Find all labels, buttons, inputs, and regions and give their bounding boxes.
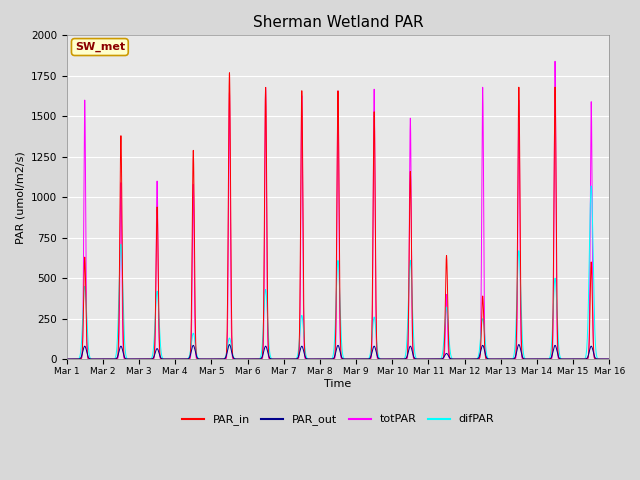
difPAR xyxy=(429,356,437,362)
difPAR xyxy=(460,356,467,362)
PAR_out xyxy=(605,356,612,362)
PAR_in xyxy=(160,356,168,362)
totPAR xyxy=(317,356,325,362)
totPAR xyxy=(160,356,168,362)
PAR_in xyxy=(605,356,613,362)
PAR_out xyxy=(63,356,70,362)
totPAR xyxy=(605,356,613,362)
difPAR xyxy=(588,183,595,189)
PAR_in xyxy=(490,356,498,362)
totPAR xyxy=(429,356,437,362)
Line: difPAR: difPAR xyxy=(67,186,609,359)
Y-axis label: PAR (umol/m2/s): PAR (umol/m2/s) xyxy=(15,151,25,243)
difPAR xyxy=(207,356,215,362)
PAR_in xyxy=(63,356,70,362)
difPAR xyxy=(605,356,612,362)
PAR_out xyxy=(429,356,437,362)
difPAR xyxy=(490,356,498,362)
X-axis label: Time: Time xyxy=(324,379,351,388)
Line: PAR_out: PAR_out xyxy=(67,345,609,359)
PAR_in xyxy=(429,356,437,362)
totPAR xyxy=(460,356,467,362)
totPAR xyxy=(490,356,498,362)
totPAR xyxy=(551,59,559,64)
PAR_out xyxy=(515,342,523,348)
difPAR xyxy=(605,356,613,362)
PAR_out xyxy=(460,356,467,362)
PAR_out xyxy=(605,356,613,362)
difPAR xyxy=(63,356,70,362)
totPAR xyxy=(63,356,70,362)
PAR_in xyxy=(605,356,612,362)
difPAR xyxy=(318,356,326,362)
difPAR xyxy=(160,356,168,362)
PAR_out xyxy=(490,356,498,362)
Text: SW_met: SW_met xyxy=(75,42,125,52)
PAR_out xyxy=(317,356,325,362)
Legend: PAR_in, PAR_out, totPAR, difPAR: PAR_in, PAR_out, totPAR, difPAR xyxy=(177,410,499,430)
PAR_out xyxy=(160,356,168,362)
PAR_in xyxy=(226,70,234,76)
Line: PAR_in: PAR_in xyxy=(67,73,609,359)
Title: Sherman Wetland PAR: Sherman Wetland PAR xyxy=(253,15,423,30)
PAR_in xyxy=(318,356,326,362)
PAR_in xyxy=(460,356,467,362)
totPAR xyxy=(605,356,612,362)
Line: totPAR: totPAR xyxy=(67,61,609,359)
